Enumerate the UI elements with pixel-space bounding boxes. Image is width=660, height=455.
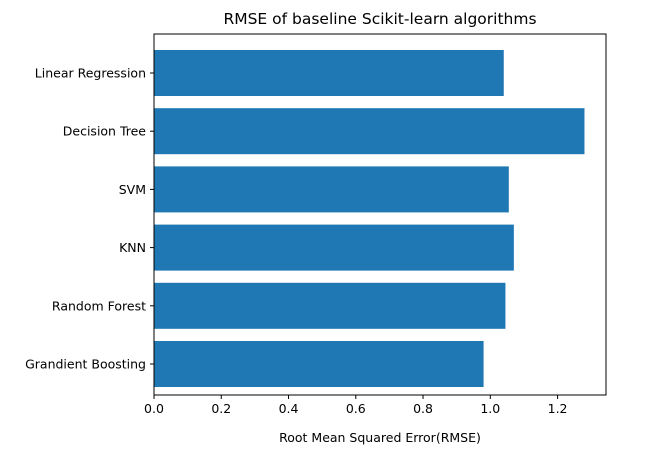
bar: [154, 50, 504, 96]
y-tick-label: Decision Tree: [63, 124, 147, 139]
bar: [154, 108, 585, 155]
x-tick-label: 0.2: [211, 401, 231, 416]
bar: [154, 282, 506, 329]
y-tick-label: KNN: [119, 240, 146, 255]
x-tick-label: 0.6: [346, 401, 366, 416]
x-tick-label: 0.8: [413, 401, 433, 416]
plot-frame: [153, 33, 607, 396]
bar: [154, 224, 514, 271]
chart-title: RMSE of baseline Scikit-learn algorithms: [223, 10, 536, 28]
x-tick-label: 1.2: [548, 401, 568, 416]
bars-group: [154, 50, 585, 387]
y-tick-label: SVM: [119, 182, 146, 197]
bar: [154, 166, 509, 213]
y-tick-label: Grandient Boosting: [25, 357, 146, 372]
y-axis: Linear Regression Decision Tree SVM KNN Rand…: [25, 66, 154, 372]
y-tick-label: Random Forest: [52, 298, 146, 313]
x-axis-label: Root Mean Squared Error(RMSE): [279, 430, 481, 445]
bar: [154, 341, 484, 387]
x-tick-label: 0.0: [144, 401, 164, 416]
x-tick-label: 0.4: [279, 401, 299, 416]
x-axis: 0.0 0.2 0.4 0.6 0.8 1.0 1.2: [144, 395, 568, 416]
x-tick-label: 1.0: [480, 401, 500, 416]
y-tick-label: Linear Regression: [35, 66, 146, 81]
